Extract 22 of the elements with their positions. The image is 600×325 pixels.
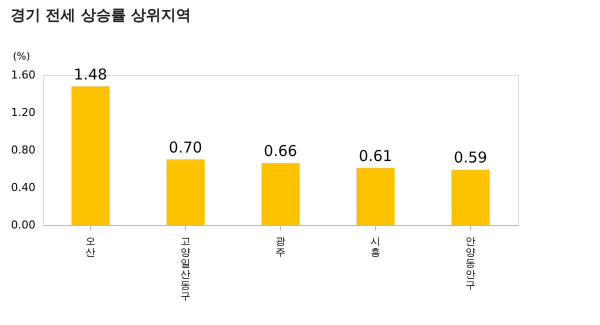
bar bbox=[72, 86, 110, 225]
y-tick-label: 0.00 bbox=[11, 218, 36, 232]
data-label: 0.70 bbox=[168, 138, 202, 156]
bar bbox=[166, 159, 204, 225]
x-tick-label: 안양 동안구 bbox=[466, 236, 476, 292]
x-tick-label: 시흥 bbox=[370, 236, 380, 258]
y-tick-label: 1.60 bbox=[11, 68, 36, 82]
bar bbox=[452, 170, 490, 225]
x-tick-label: 고양 일산동구 bbox=[180, 236, 190, 302]
y-tick-label: 0.40 bbox=[11, 181, 36, 194]
data-label: 0.61 bbox=[358, 146, 392, 165]
x-tick-label: 오산 bbox=[86, 236, 96, 258]
data-label: 0.66 bbox=[264, 142, 298, 160]
x-tick-label: 광주 bbox=[276, 236, 286, 258]
y-tick-label: 1.20 bbox=[11, 106, 36, 119]
bar bbox=[262, 163, 300, 225]
data-label: 1.48 bbox=[74, 65, 108, 84]
data-label: 0.59 bbox=[454, 148, 488, 167]
y-axis-title: (%) bbox=[12, 52, 30, 62]
y-tick-label: 0.80 bbox=[11, 144, 36, 156]
bar bbox=[356, 168, 394, 225]
chart-title: 경기 전세 상승률 상위지역 bbox=[10, 6, 192, 24]
